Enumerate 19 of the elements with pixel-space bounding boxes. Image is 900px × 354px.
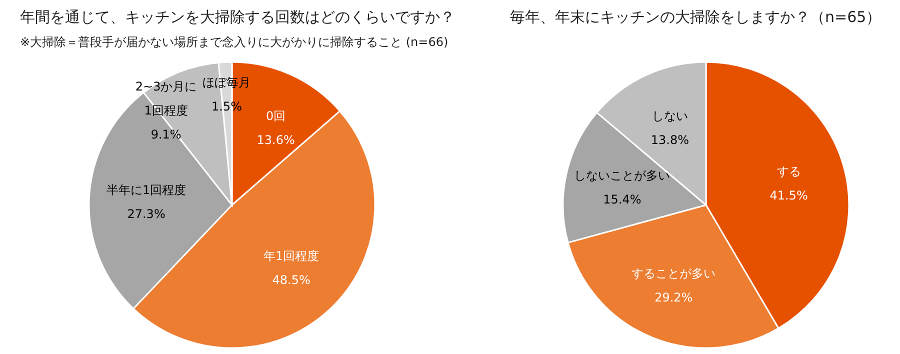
slice-label: しない xyxy=(652,109,688,124)
data-label: 29.2% xyxy=(654,290,693,304)
data-label: 27.3% xyxy=(127,206,166,221)
chart-title: 年間を通じて、キッチンを大掃除する回数はどのくらいですか？ xyxy=(20,8,455,26)
chart-title: 毎年、年末にキッチンの大掃除をしますか？（n=65） xyxy=(510,8,882,26)
data-label: 13.8% xyxy=(650,133,689,148)
slice-label: 2~3か月に1回程度 xyxy=(135,79,197,118)
slice-label: する xyxy=(776,164,801,178)
chart-subtitle: ※大掃除＝普段手が届かない場所まで念入りに大がかりに掃除すること (n=66) xyxy=(20,35,448,49)
slice-label: しないことが多い xyxy=(574,168,670,182)
slice-label: 0回 xyxy=(266,108,286,123)
data-label: 15.4% xyxy=(603,192,642,206)
data-label: 13.6% xyxy=(256,132,295,147)
slice-label: 年1回程度 xyxy=(264,248,320,263)
data-label: 9.1% xyxy=(150,127,182,142)
data-label: 48.5% xyxy=(272,272,310,287)
data-label: 41.5% xyxy=(770,188,808,202)
slice-label: することが多い xyxy=(632,266,716,280)
slice-label: 半年に1回程度 xyxy=(106,182,186,197)
